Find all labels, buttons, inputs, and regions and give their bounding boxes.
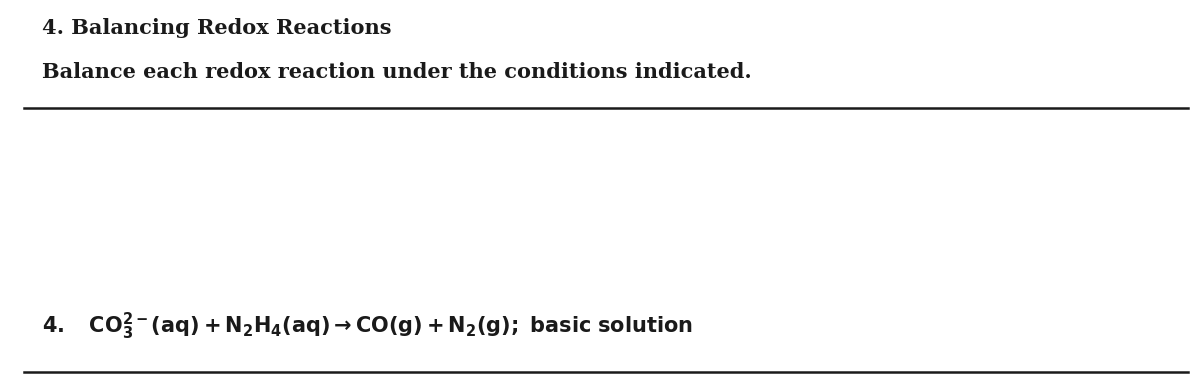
Text: 4. Balancing Redox Reactions: 4. Balancing Redox Reactions <box>42 18 391 38</box>
Text: $\mathbf{4.\ \ \ CO_3^{2-}(aq) + N_2H_4(aq) \rightarrow CO(g) + N_2(g);\ basic\ : $\mathbf{4.\ \ \ CO_3^{2-}(aq) + N_2H_4(… <box>42 310 692 341</box>
Text: Balance each redox reaction under the conditions indicated.: Balance each redox reaction under the co… <box>42 62 751 82</box>
